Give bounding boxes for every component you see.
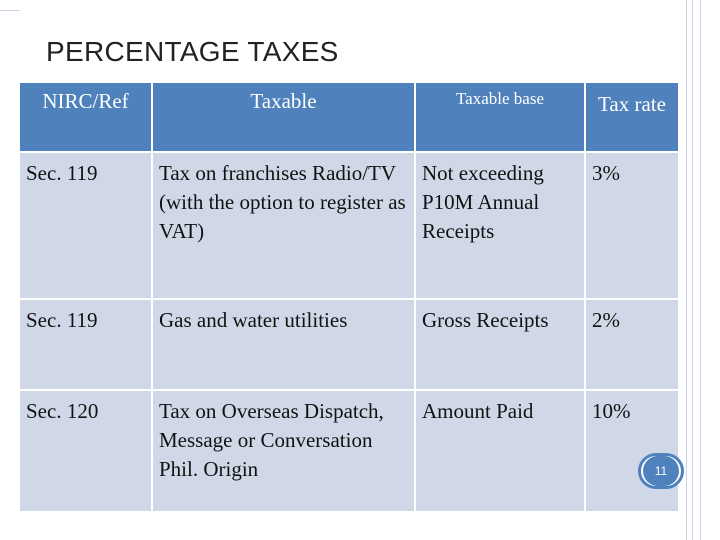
cell-base: Amount Paid [416,391,586,513]
frame-decoration [692,0,693,540]
column-header-rate: Tax rate [586,83,678,153]
page-number-badge: 11 [638,453,684,489]
page-title: PERCENTAGE TAXES [46,36,339,67]
cell-base: Gross Receipts [416,300,586,391]
page-number: 11 [643,456,679,486]
frame-decoration [686,0,687,540]
cell-rate: 2% [586,300,678,391]
cell-taxable: Tax on franchises Radio/TV (with the opt… [153,153,416,300]
percentage-tax-table: NIRC/Ref Taxable Taxable base Tax rate S… [20,83,678,513]
frame-decoration [700,0,701,540]
cell-ref: Sec. 119 [20,153,153,300]
cell-ref: Sec. 119 [20,300,153,391]
cell-base: Not exceeding P10M Annual Receipts [416,153,586,300]
column-header-ref: NIRC/Ref [20,83,153,153]
cell-taxable: Gas and water utilities [153,300,416,391]
cell-rate: 10% [586,391,678,513]
table-header-row: NIRC/Ref Taxable Taxable base Tax rate [20,83,678,153]
column-header-base: Taxable base [416,83,586,153]
table-row: Sec. 119 Tax on franchises Radio/TV (wit… [20,153,678,300]
cell-rate: 3% [586,153,678,300]
frame-decoration [0,10,20,11]
column-header-taxable: Taxable [153,83,416,153]
cell-ref: Sec. 120 [20,391,153,513]
table-row: Sec. 119 Gas and water utilities Gross R… [20,300,678,391]
table-row: Sec. 120 Tax on Overseas Dispatch, Messa… [20,391,678,513]
cell-taxable: Tax on Overseas Dispatch, Message or Con… [153,391,416,513]
